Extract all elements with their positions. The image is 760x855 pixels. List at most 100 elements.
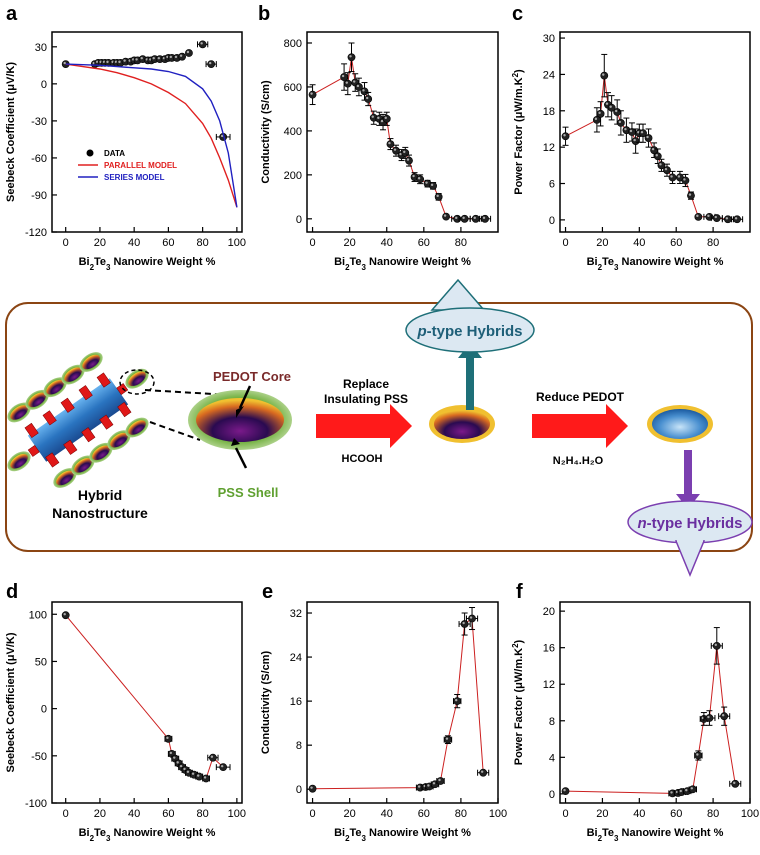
x-axis-label: Bi2Te3 Nanowire Weight % xyxy=(587,827,724,843)
data-point-highlight xyxy=(707,214,710,218)
y-tick-label: -50 xyxy=(31,751,47,763)
x-tick-label: 80 xyxy=(197,808,209,820)
particle-core xyxy=(128,420,146,435)
x-tick-label: 60 xyxy=(162,237,174,249)
data-point-highlight xyxy=(670,175,673,178)
data-point-highlight xyxy=(425,181,428,184)
legend-data-label: DATA xyxy=(104,149,125,158)
data-point xyxy=(663,166,671,175)
data-point-highlight xyxy=(469,616,473,619)
data-point-highlight xyxy=(191,772,195,775)
data-point xyxy=(687,191,695,200)
data-point-highlight xyxy=(371,115,374,118)
y-tick-label: 24 xyxy=(290,652,302,664)
data-point xyxy=(616,119,625,127)
data-point-highlight xyxy=(384,116,387,120)
data-point xyxy=(444,735,452,744)
data-point xyxy=(219,763,228,772)
data-point-highlight xyxy=(406,158,410,161)
model-curve xyxy=(65,63,238,208)
x-axis-label-part: 3 xyxy=(614,834,619,843)
p-type-label: p-type Hybrids xyxy=(416,323,522,340)
x-tick-label: 40 xyxy=(633,237,645,249)
y-axis-label-part: Power Factor (μW/m.K xyxy=(513,77,525,194)
plot-frame xyxy=(559,601,751,804)
plot-frame xyxy=(51,601,243,804)
x-axis-label-part: Nanowire Weight % xyxy=(366,256,471,268)
data-point xyxy=(479,768,488,777)
data-point xyxy=(364,95,373,103)
data-point xyxy=(596,109,605,118)
data-point-highlight xyxy=(714,643,717,647)
x-axis-label-part: Nanowire Weight % xyxy=(111,256,216,268)
y-tick-label: 0 xyxy=(296,784,302,796)
data-point-highlight xyxy=(183,767,186,771)
n-type-rest: -type Hybrids xyxy=(647,515,743,532)
data-point xyxy=(61,611,70,620)
data-point xyxy=(681,176,690,185)
data-point-highlight xyxy=(210,755,214,758)
particle-stem xyxy=(42,410,57,426)
x-axis-label: Bi2Te3 Nanowire Weight % xyxy=(334,256,471,272)
x-axis-label-part: Te xyxy=(602,256,614,268)
n-type-particle-core xyxy=(652,409,708,439)
data-point-highlight xyxy=(412,174,415,178)
n-type-label: n-type Hybrids xyxy=(637,515,742,532)
reduce-label: Reduce PEDOT xyxy=(536,390,625,404)
data-point-highlight xyxy=(696,214,699,218)
y-axis-label-part: Power Factor (μW/m.K xyxy=(513,648,525,765)
data-point-highlight xyxy=(123,59,126,62)
y-axis-label: Power Factor (μW/m.K2) xyxy=(511,639,526,765)
data-point xyxy=(653,152,662,161)
particle-core xyxy=(28,392,46,408)
y-tick-label: 30 xyxy=(35,42,47,54)
x-tick-label: 100 xyxy=(489,808,507,820)
plot-frame xyxy=(51,31,243,233)
pedot-core-label: PEDOT Core xyxy=(213,369,291,384)
data-point-highlight xyxy=(436,194,439,198)
n-type-arrow xyxy=(676,450,700,509)
chart-a: 0 20 40 60 80 100 -120 -90 -60 -30 0 30 Bi2Te3 Nanow… xyxy=(5,31,246,272)
data-point-highlight xyxy=(417,785,421,788)
data-point-highlight xyxy=(393,148,397,151)
data-point-highlight xyxy=(377,116,380,120)
panel-letter-f: f xyxy=(516,581,523,603)
particle-stem xyxy=(27,445,40,457)
x-tick-label: 0 xyxy=(63,808,69,820)
y-tick-label: 20 xyxy=(543,606,555,618)
y-tick-label: 400 xyxy=(284,126,302,138)
replace-label-line1: Replace xyxy=(343,377,389,391)
x-axis-label: Bi2Te3 Nanowire Weight % xyxy=(79,256,216,272)
x-axis-label-part: Te xyxy=(350,827,362,839)
y-tick-label: -120 xyxy=(25,227,47,239)
n-type-bubble-joint xyxy=(677,536,703,542)
data-point-highlight xyxy=(179,54,183,57)
data-point xyxy=(202,774,210,783)
y-tick-label: 100 xyxy=(29,609,47,621)
data-point-highlight xyxy=(455,216,458,220)
data-point-highlight xyxy=(696,753,699,756)
particle-core xyxy=(110,432,128,448)
data-point-highlight xyxy=(480,770,484,773)
data-point xyxy=(668,173,677,182)
data-point xyxy=(434,192,443,201)
particle-stem xyxy=(63,439,78,455)
y-axis-label-part: Conductivity (S/cm) xyxy=(260,80,272,184)
x-tick-label: 40 xyxy=(633,808,645,820)
data-point-highlight xyxy=(186,50,190,54)
y-tick-label: 18 xyxy=(543,106,555,118)
data-point-highlight xyxy=(688,193,692,196)
data-point xyxy=(644,134,653,142)
x-axis-label-part: 3 xyxy=(614,263,619,272)
particle-stem xyxy=(117,401,132,418)
chart-d: 0 20 40 60 80 100 -100 -50 0 50 100 Bi2Te3 Nanowire… xyxy=(5,601,246,843)
data-point-highlight xyxy=(473,216,476,220)
particle-core xyxy=(46,379,64,395)
y-axis-label: Seebeck Coefficient (μV/K) xyxy=(5,62,17,202)
pedot-core-pointer xyxy=(238,385,252,409)
y-tick-label: 16 xyxy=(290,696,302,708)
data-point-highlight xyxy=(174,55,178,59)
x-tick-label: 20 xyxy=(344,237,356,249)
data-point xyxy=(209,753,217,762)
